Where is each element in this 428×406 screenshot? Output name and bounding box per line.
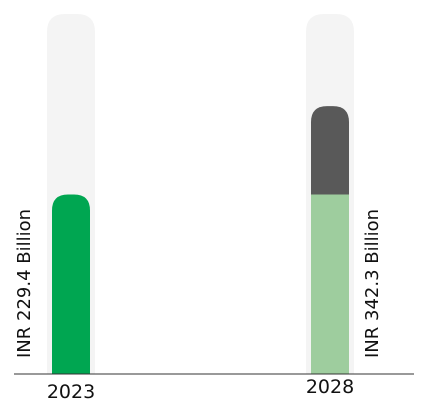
tick-label-2023: 2023 <box>47 381 95 403</box>
tick-label-2028: 2028 <box>306 376 354 398</box>
value-label-2028: INR 342.3 Billion <box>362 209 383 358</box>
value-label-2023: INR 229.4 Billion <box>14 209 35 358</box>
bar-2023-base <box>52 194 90 374</box>
bar-2028-base <box>311 194 349 374</box>
bar-tracks <box>47 14 354 374</box>
bar-2028-growth <box>311 106 349 195</box>
bars <box>52 106 349 374</box>
